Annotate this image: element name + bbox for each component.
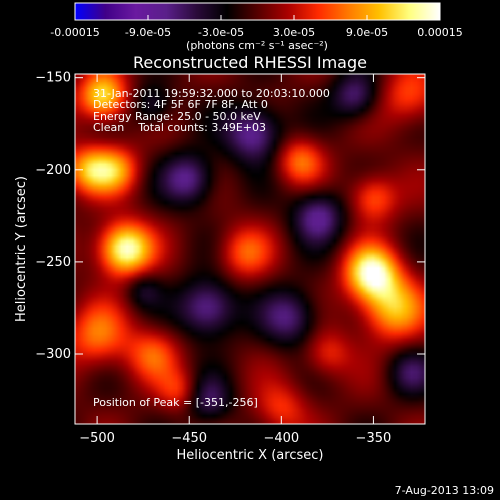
y-axis-label: Heliocentric Y (arcsec) [14,176,29,322]
x-tick-label: −450 [171,431,207,446]
y-tick-label: −150 [35,71,71,86]
colorbar-tick-label: 3.0e-05 [273,26,315,39]
heatmap-wrapper [75,74,425,424]
colorbar-gradient [74,2,441,21]
plot-frame [74,73,426,425]
y-tick-label: −300 [35,347,71,362]
y-tick-label: −250 [35,255,71,270]
y-axis-ticks: −150 −200 −250 −300 [35,71,425,362]
x-axis-label: Heliocentric X (arcsec) [177,448,324,463]
x-tick-label: −500 [79,431,115,446]
plot-area: −500 −450 −400 −350 −150 −200 −250 −300 31-Jan… [35,71,426,446]
annotation-clean: Clean Total counts: 3.49E+03 [93,121,266,134]
annotation-time: 31-Jan-2011 19:59:32.000 to 20:03:10.000 [93,87,330,100]
colorbar-tick-label: -0.00015 [50,26,99,39]
colorbar-tick-label: -9.0e-05 [125,26,171,39]
colorbar-unit-label: (photons cm⁻² s⁻¹ asec⁻²) [186,39,328,52]
colorbar-tick-label: 0.00015 [417,26,463,39]
x-axis-ticks: −500 −450 −400 −350 [79,74,391,446]
x-tick-label: −350 [356,431,392,446]
colorbar: -0.00015 -9.0e-05 -3.0e-05 3.0e-05 9.0e-05 0.… [50,2,463,52]
annotation-detectors: Detectors: 4F 5F 6F 7F 8F, Att 0 [93,98,268,111]
colorbar-tick-label: 9.0e-05 [346,26,388,39]
chart-title: Reconstructed RHESSI Image [133,53,367,72]
colorbar-ticks: -0.00015 -9.0e-05 -3.0e-05 3.0e-05 9.0e-05 0.… [50,15,463,39]
x-tick-label: −400 [263,431,299,446]
annotation-energy: Energy Range: 25.0 - 50.0 keV [93,110,261,123]
heatmap-image [75,74,425,424]
colorbar-tick-label: -3.0e-05 [198,26,244,39]
annotation-peak: Position of Peak = [-351,-256] [93,396,258,409]
y-tick-label: −200 [35,163,71,178]
timestamp: 7-Aug-2013 13:09 [395,484,494,497]
